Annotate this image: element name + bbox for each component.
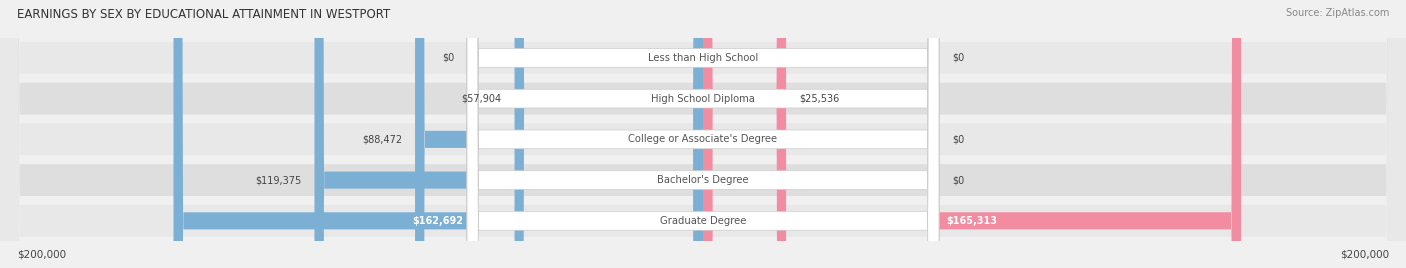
Text: $165,313: $165,313: [946, 216, 997, 226]
FancyBboxPatch shape: [173, 0, 703, 268]
FancyBboxPatch shape: [703, 0, 786, 268]
FancyBboxPatch shape: [415, 0, 703, 268]
FancyBboxPatch shape: [467, 0, 939, 268]
Text: $200,000: $200,000: [17, 250, 66, 260]
Text: College or Associate's Degree: College or Associate's Degree: [628, 134, 778, 144]
Text: Bachelor's Degree: Bachelor's Degree: [657, 175, 749, 185]
Text: $0: $0: [952, 175, 965, 185]
Text: EARNINGS BY SEX BY EDUCATIONAL ATTAINMENT IN WESTPORT: EARNINGS BY SEX BY EDUCATIONAL ATTAINMEN…: [17, 8, 389, 21]
Text: $0: $0: [952, 134, 965, 144]
FancyBboxPatch shape: [467, 0, 939, 268]
Text: $162,692: $162,692: [413, 216, 464, 226]
Text: Source: ZipAtlas.com: Source: ZipAtlas.com: [1285, 8, 1389, 18]
FancyBboxPatch shape: [467, 0, 939, 268]
Text: $119,375: $119,375: [256, 175, 301, 185]
Text: $0: $0: [441, 53, 454, 63]
FancyBboxPatch shape: [315, 0, 703, 268]
FancyBboxPatch shape: [467, 0, 939, 268]
FancyBboxPatch shape: [515, 0, 703, 268]
Text: $25,536: $25,536: [799, 94, 839, 104]
Text: Less than High School: Less than High School: [648, 53, 758, 63]
Text: High School Diploma: High School Diploma: [651, 94, 755, 104]
Text: $0: $0: [952, 53, 965, 63]
Text: $57,904: $57,904: [461, 94, 502, 104]
FancyBboxPatch shape: [703, 0, 1241, 268]
FancyBboxPatch shape: [467, 0, 939, 268]
Text: Graduate Degree: Graduate Degree: [659, 216, 747, 226]
Text: $88,472: $88,472: [361, 134, 402, 144]
Text: $200,000: $200,000: [1340, 250, 1389, 260]
